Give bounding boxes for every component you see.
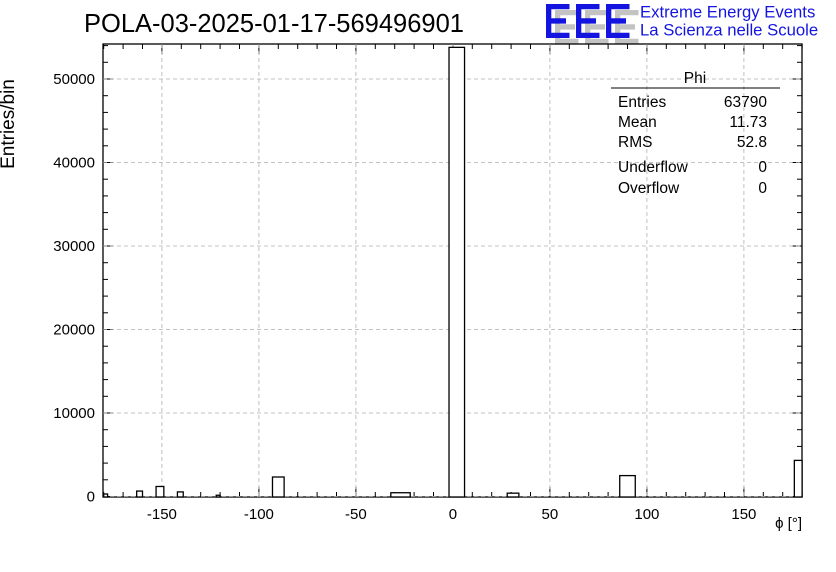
svg-text:50000: 50000: [53, 71, 95, 88]
svg-text:0: 0: [758, 180, 767, 197]
svg-text:-50: -50: [345, 506, 367, 523]
svg-text:-100: -100: [244, 506, 274, 523]
svg-text:Overflow: Overflow: [618, 180, 680, 197]
svg-text:50: 50: [542, 506, 559, 523]
svg-text:40000: 40000: [53, 155, 95, 172]
svg-text:Phi: Phi: [684, 70, 706, 87]
svg-text:Extreme Energy Events: Extreme Energy Events: [640, 3, 815, 22]
svg-text:POLA-03-2025-01-17-569496901: POLA-03-2025-01-17-569496901: [84, 10, 464, 38]
svg-text:0: 0: [449, 506, 457, 523]
svg-text:20000: 20000: [53, 322, 95, 339]
svg-text:30000: 30000: [53, 238, 95, 255]
svg-text:52.8: 52.8: [737, 134, 767, 151]
svg-text:-150: -150: [147, 506, 177, 523]
svg-text:ϕ [°]: ϕ [°]: [775, 515, 802, 532]
svg-text:Underflow: Underflow: [618, 159, 689, 176]
svg-text:100: 100: [634, 506, 659, 523]
svg-text:11.73: 11.73: [729, 114, 767, 131]
svg-text:150: 150: [731, 506, 756, 523]
svg-text:0: 0: [758, 159, 767, 176]
svg-text:RMS: RMS: [618, 134, 652, 151]
svg-text:10000: 10000: [53, 405, 95, 422]
svg-text:0: 0: [87, 489, 95, 506]
svg-text:Entries/bin: Entries/bin: [0, 79, 19, 169]
svg-text:63790: 63790: [724, 94, 767, 111]
svg-text:La Scienza nelle Scuole: La Scienza nelle Scuole: [640, 21, 818, 40]
svg-text:Mean: Mean: [618, 114, 657, 131]
svg-text:Entries: Entries: [618, 94, 666, 111]
